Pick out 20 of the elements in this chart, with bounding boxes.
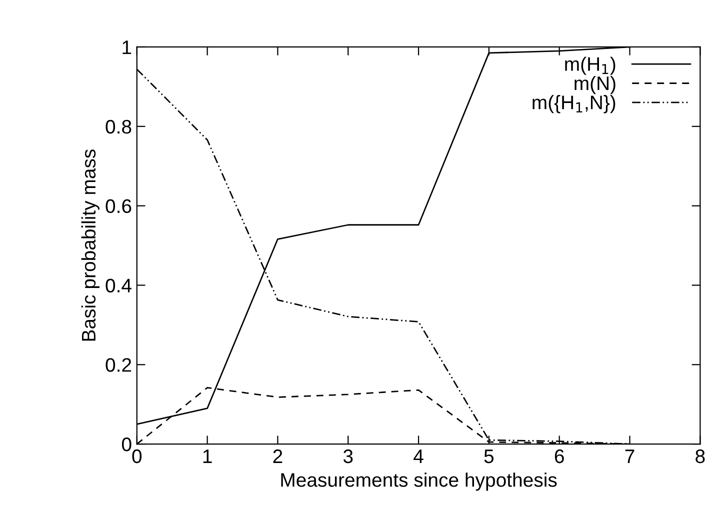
y-tick-label: 0.8: [106, 120, 132, 134]
y-tick-label: 1: [122, 40, 132, 54]
x-axis-title: Measurements since hypothesis: [281, 472, 557, 491]
legend-label: m(H$_{1}$): [565, 56, 616, 75]
x-tick-label: 0: [132, 449, 142, 464]
legend-label: m(N): [574, 76, 616, 94]
x-tick-label: 2: [273, 449, 282, 463]
legend-label: m({H$_{1}$,N}): [532, 95, 616, 114]
y-tick-label: 0: [122, 438, 132, 452]
x-tick-label: 4: [414, 450, 424, 463]
y-axis-title: Basic probability mass: [81, 150, 100, 341]
x-tick-label: 6: [554, 449, 564, 464]
y-tick-label: 0.4: [106, 278, 132, 292]
x-tick-label: 8: [696, 449, 705, 464]
x-tick-label: 3: [343, 449, 353, 464]
x-tick-label: 1: [203, 450, 212, 463]
x-tick-label: 5: [484, 450, 494, 464]
y-tick-label: 0.6: [106, 199, 132, 214]
y-tick-label: 0.2: [106, 358, 132, 372]
x-tick-label: 7: [625, 450, 634, 463]
